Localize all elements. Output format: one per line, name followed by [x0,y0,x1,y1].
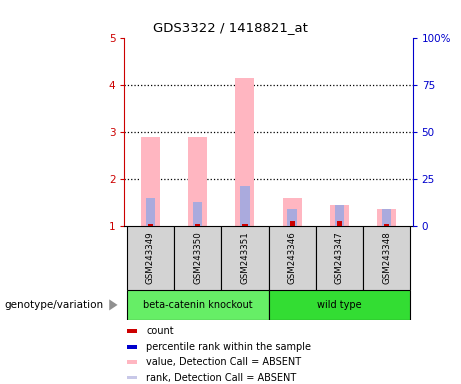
Text: value, Detection Call = ABSENT: value, Detection Call = ABSENT [146,357,301,367]
Bar [290,221,295,226]
Text: GSM243348: GSM243348 [382,232,391,285]
Bar [127,376,137,379]
Text: count: count [146,326,174,336]
Bar [146,198,155,226]
Text: GDS3322 / 1418821_at: GDS3322 / 1418821_at [153,21,308,34]
Bar [148,223,153,226]
Bar [141,137,160,226]
Bar [335,205,344,226]
Bar [269,226,316,290]
Text: GSM243350: GSM243350 [193,232,202,285]
Bar [174,226,221,290]
Bar [236,78,254,226]
Text: wild type: wild type [317,300,362,310]
Bar [363,226,410,290]
Bar [193,202,202,226]
Bar [240,186,250,226]
Text: beta-catenin knockout: beta-catenin knockout [143,300,253,310]
Bar [127,329,137,333]
Bar [127,226,174,290]
Bar [382,209,391,226]
Text: rank, Detection Call = ABSENT: rank, Detection Call = ABSENT [146,372,296,382]
Bar [283,198,301,226]
Text: GSM243349: GSM243349 [146,232,155,285]
Bar [127,290,268,319]
Bar [316,226,363,290]
Bar [195,223,201,226]
Text: percentile rank within the sample: percentile rank within the sample [146,342,311,352]
Bar [242,223,248,226]
Text: GSM243347: GSM243347 [335,232,344,285]
Text: GSM243351: GSM243351 [241,232,249,285]
Polygon shape [109,300,118,310]
Bar [330,205,349,226]
Text: genotype/variation: genotype/variation [5,300,104,310]
Text: GSM243346: GSM243346 [288,232,296,285]
Bar [337,221,342,226]
Bar [127,345,137,349]
Bar [269,290,410,319]
Bar [377,209,396,226]
Bar [384,223,389,226]
Bar [127,360,137,364]
Bar [221,226,269,290]
Bar [188,137,207,226]
Bar [287,209,297,226]
